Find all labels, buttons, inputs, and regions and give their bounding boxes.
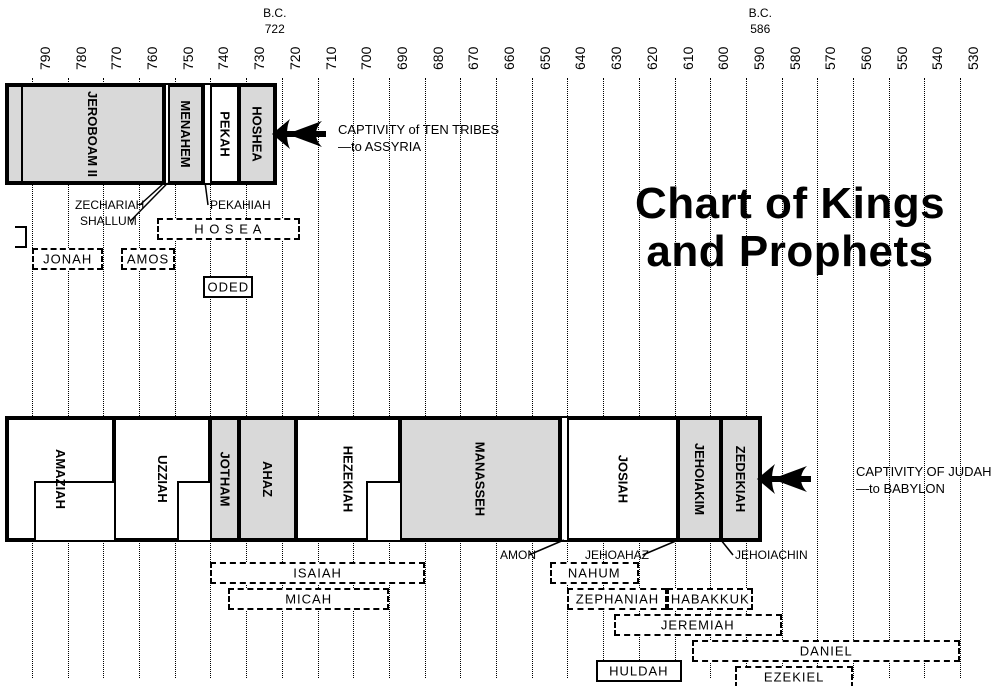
box-label: HULDAH: [609, 664, 668, 679]
year-tick: 710: [323, 30, 339, 70]
gridline: [460, 78, 461, 678]
gridline: [782, 78, 783, 678]
gridline: [924, 78, 925, 678]
prophet-label: DANIEL: [800, 644, 853, 659]
year-tick: 570: [822, 30, 838, 70]
gridline: [889, 78, 890, 678]
prophet-nahum: NAHUM: [550, 562, 639, 584]
year-tick: 600: [715, 30, 731, 70]
prophet-hosea: H O S E A: [157, 218, 300, 240]
prophet-label: HABAKKUK: [671, 592, 750, 607]
chart-root: B.C.722B.C.58679078077076075074073072071…: [0, 0, 998, 686]
year-tick: 700: [358, 30, 374, 70]
prophet-label: EZEKIEL: [764, 670, 824, 685]
year-tick: 540: [929, 30, 945, 70]
year-tick: 610: [680, 30, 696, 70]
gridline: [496, 78, 497, 678]
year-tick: 620: [644, 30, 660, 70]
box-oded: ODED: [203, 276, 253, 298]
year-tick: 670: [465, 30, 481, 70]
bc-label: B.C.: [255, 6, 295, 20]
prophet-micah: MICAH: [228, 588, 389, 610]
prophet-daniel: DANIEL: [692, 640, 960, 662]
year-tick: 790: [37, 30, 53, 70]
box-label: ODED: [208, 280, 250, 295]
gridline: [532, 78, 533, 678]
arrow-icon: [757, 454, 827, 504]
gridline: [817, 78, 818, 678]
prophet-isaiah: ISAIAH: [210, 562, 424, 584]
prophet-label: NAHUM: [568, 566, 621, 581]
year-tick: 740: [215, 30, 231, 70]
year-tick: 750: [180, 30, 196, 70]
box-huldah: HULDAH: [596, 660, 682, 682]
year-tick: 550: [894, 30, 910, 70]
note-jehoiachin: JEHOIACHIN: [735, 548, 808, 562]
prophet-label: JONAH: [43, 252, 92, 267]
arrow-icon: [272, 109, 342, 159]
track-border: [5, 416, 762, 542]
year-tick: 530: [965, 30, 981, 70]
chart-title: Chart of Kingsand Prophets: [590, 180, 990, 277]
prophet-habakkuk: HABAKKUK: [667, 588, 753, 610]
year-tick: 650: [537, 30, 553, 70]
prophet-label: ZEPHANIAH: [576, 592, 659, 607]
prophet-label: JEREMIAH: [661, 618, 735, 633]
year-tick: 660: [501, 30, 517, 70]
prophet-label: AMOS: [127, 252, 169, 267]
year-tick: 580: [787, 30, 803, 70]
year-tick: 560: [858, 30, 874, 70]
judah-captivity-text: CAPTIVITY OF JUDAH—to BABYLON: [856, 464, 992, 498]
prophet-label: H O S E A: [194, 222, 262, 237]
year-tick: 760: [144, 30, 160, 70]
track-border: [5, 83, 277, 185]
year-tick: 770: [108, 30, 124, 70]
note-jehoahaz: JEHOAHAZ: [585, 548, 649, 562]
year-tick: 720: [287, 30, 303, 70]
year-tick: 680: [430, 30, 446, 70]
gridline: [425, 78, 426, 678]
year-tick: 640: [572, 30, 588, 70]
prophet-jonah: JONAH: [32, 248, 103, 270]
note-zechariah: ZECHARIAH: [75, 198, 144, 212]
prophet-amos: AMOS: [121, 248, 175, 270]
year-tick: 690: [394, 30, 410, 70]
note-pekahiah: PEKAHIAH: [210, 198, 271, 212]
note-amon: AMON: [500, 548, 536, 562]
prophet-label: MICAH: [285, 592, 332, 607]
year-tick: 730: [251, 30, 267, 70]
gridline: [389, 78, 390, 678]
prophet-label: ISAIAH: [293, 566, 342, 581]
note-shallum: SHALLUM: [80, 214, 137, 228]
prophet-zephaniah: ZEPHANIAH: [567, 588, 667, 610]
left-bracket: [15, 226, 27, 248]
year-tick: 630: [608, 30, 624, 70]
bc-label: B.C.: [740, 6, 780, 20]
gridline: [960, 78, 961, 678]
israel-captivity-text: CAPTIVITY of TEN TRIBES—to ASSYRIA: [338, 122, 499, 156]
gridline: [853, 78, 854, 678]
prophet-jeremiah: JEREMIAH: [614, 614, 782, 636]
year-tick: 590: [751, 30, 767, 70]
prophet-ezekiel: EZEKIEL: [735, 666, 853, 686]
year-tick: 780: [73, 30, 89, 70]
